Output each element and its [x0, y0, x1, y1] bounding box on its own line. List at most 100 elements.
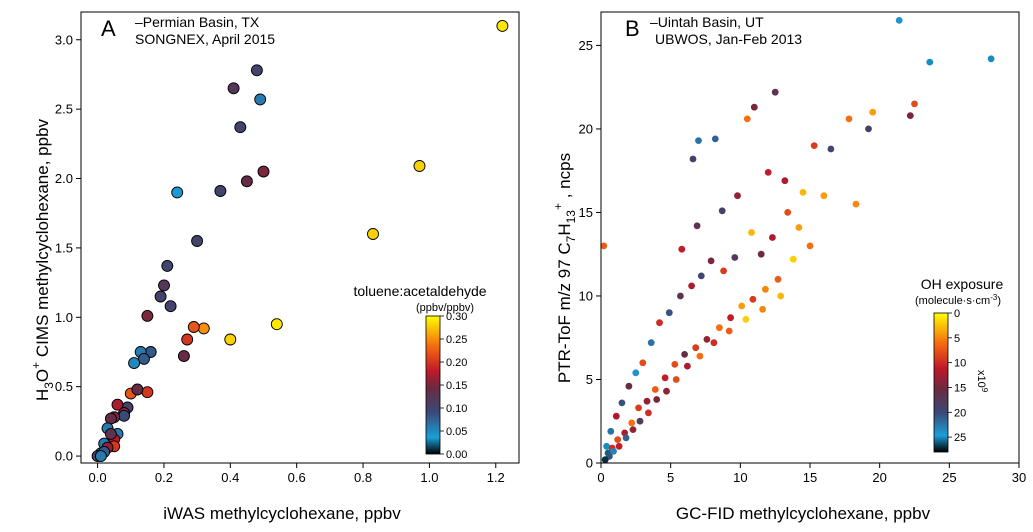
panel-b-point [639, 359, 647, 367]
panel-a-point [240, 175, 253, 188]
panel-b-xtick-label: 5 [667, 470, 674, 485]
panel-a-point [197, 322, 210, 335]
panel-b-point [764, 169, 772, 176]
panel-a-xlabel: iWAS methylcyclohexane, ppbv [163, 504, 401, 523]
panel-b-colorbar-tick-label: 10 [954, 358, 966, 370]
panel-b-point [845, 115, 853, 123]
panel-a-point [171, 186, 184, 199]
panel-b-point [651, 386, 659, 393]
panel-b-point [656, 319, 663, 327]
panel-b-point [632, 369, 640, 377]
panel-b-point [665, 309, 673, 317]
panel-a-point [191, 235, 204, 247]
panel-a-xtick-label: 0.6 [288, 470, 306, 485]
panel-b-colorbar-multiplier-exp: 9 [980, 388, 989, 393]
panel-b-colorbar-scale [933, 312, 949, 453]
panel-b-point [711, 135, 719, 143]
panel-b-point [622, 434, 630, 442]
panel-a-point [131, 383, 144, 396]
panel-b-point [865, 125, 872, 133]
panel-a-ylabel-plus: + [29, 362, 43, 369]
panel-b-point [869, 108, 877, 116]
panel-b-ylabel-sub13: 13 [564, 210, 578, 224]
panel-b-point [810, 142, 818, 150]
panel-b-xlabel: GC-FID methylcyclohexane, ppbv [676, 504, 931, 523]
panel-a-ytick-label: 2.0 [55, 171, 73, 186]
panel-a-axes: 0.0 0.2 0.4 0.6 0.8 1.0 1.2 0.0 0.5 1.0 1.5 2.0 2.5 3… [55, 11, 520, 485]
panel-b-colorbar-tick-label: 15 [954, 382, 966, 394]
panel-b-point [697, 272, 705, 280]
panel-b-point [725, 327, 733, 335]
panel-b-point [852, 200, 860, 208]
panel-a-points [91, 19, 509, 463]
panel-a-header: A –Permian Basin, TX SONGNEX, April 2015 [96, 14, 316, 58]
panel-b-point [607, 427, 615, 435]
panel-a-header-bg [96, 14, 316, 58]
panel-b-point [906, 112, 914, 119]
panel-b-point [734, 192, 741, 200]
panel-b-ytick-label: 20 [579, 121, 593, 136]
panel-a-ytick-label: 1.0 [55, 310, 73, 325]
panel-b-point [645, 409, 652, 417]
panel-b-ylabel-rest: , ncps [555, 153, 574, 203]
panel-b-points [600, 17, 995, 464]
panel-b-point [789, 255, 797, 263]
panel-b-point [601, 456, 609, 464]
panel-a-xtick-label: 0.8 [354, 470, 372, 485]
panel-b-colorbar-multiplier-base: x10 [975, 370, 987, 388]
panel-b-colorbar-multiplier: x109 [975, 370, 989, 393]
panel-b-point [681, 351, 688, 358]
panel-a-colorbar-tick-label: 0.00 [446, 449, 467, 461]
panel-b-point [716, 324, 723, 332]
panel-a-point [111, 398, 124, 411]
panel-a-point [254, 93, 267, 106]
panel-b-header: B –Uintah Basin, UT UBWOS, Jan-Feb 2013 [620, 14, 850, 58]
panel-b-point [628, 419, 636, 427]
panel-b-point [677, 292, 684, 300]
panel-b-point [799, 189, 807, 196]
panel-b-ytick-label: 0 [586, 456, 593, 471]
panel-a-point [367, 228, 379, 240]
panel-b-point [757, 250, 765, 258]
panel-a-ytick-label: 0.0 [55, 449, 73, 464]
panel-b-ylabel: PTR-ToF m/z 97 C7H13+ , ncps [551, 153, 578, 383]
panel-b-point [618, 399, 626, 407]
panel-b-header-bg [620, 14, 850, 58]
panel-b-point [695, 137, 702, 145]
panel-b-point [663, 387, 670, 395]
panel-b-point [926, 58, 934, 66]
panel-b-point [689, 155, 697, 163]
panel-a-letter: A [101, 16, 116, 41]
panel-b-ylabel-plus: + [551, 203, 565, 210]
panel-b-point [684, 362, 691, 370]
panel-a-title: –Permian Basin, TX [135, 14, 260, 30]
panel-b-letter: B [625, 16, 640, 41]
panel-b-point [696, 352, 704, 360]
panel-a-point [214, 185, 227, 197]
panel-b-point [742, 315, 750, 323]
panel-b-ytick-label: 15 [579, 205, 593, 220]
panel-b-point [614, 436, 622, 443]
panel-b-point [610, 447, 617, 455]
panel-b-point [987, 55, 995, 63]
panel-b-ylabel-h: H [555, 223, 574, 235]
panel-b-point [692, 344, 700, 352]
panel-b-point [693, 222, 701, 230]
panel-b-xtick-label: 0 [597, 470, 604, 485]
panel-b-ytick-label: 10 [579, 288, 593, 303]
panel-a-colorbar-unit: (ppbv/ppbv) [416, 302, 474, 314]
panel-a-title-text: Permian Basin, TX [143, 14, 260, 30]
panel-b-point [600, 242, 608, 250]
panel-a-point [128, 357, 141, 370]
panel-b-colorbar-tick-label: 20 [954, 407, 966, 419]
panel-a-colorbar-tick-label: 0.15 [446, 380, 467, 392]
panel-b-ylabel-sub7: 7 [564, 235, 578, 242]
panel-b-colorbar-unit-close: ) [997, 295, 1001, 307]
panel-a-point [138, 352, 150, 365]
panel-a-point [181, 333, 194, 346]
panel-a-point [118, 409, 131, 422]
panel-b-point [762, 285, 769, 293]
panel-b-point [678, 245, 686, 253]
panel-a-colorbar-scale [425, 315, 441, 455]
panel-a-ytick-label: 0.5 [55, 379, 73, 394]
